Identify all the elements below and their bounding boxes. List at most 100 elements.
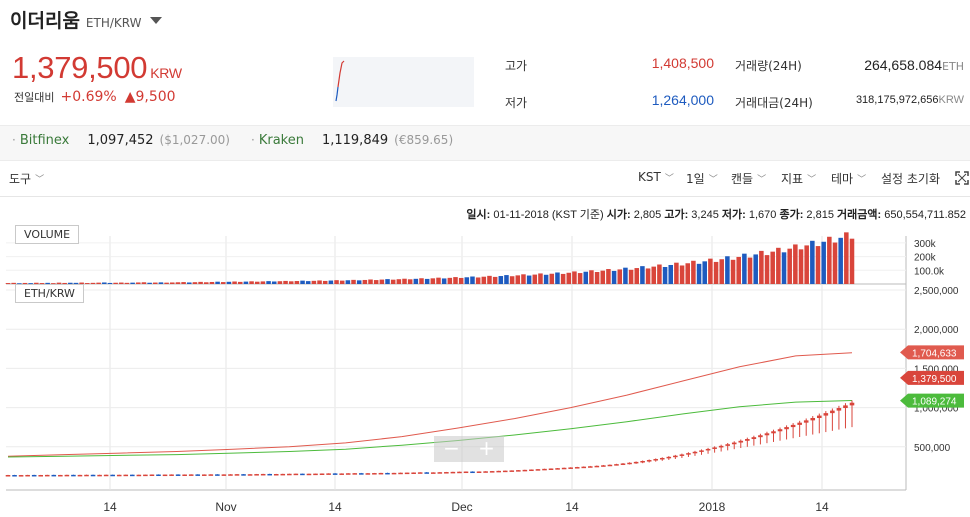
candle-body bbox=[143, 474, 148, 477]
candle-body bbox=[666, 456, 672, 459]
theme-menu[interactable]: 테마 ﹀ bbox=[831, 170, 866, 187]
reset-settings-button[interactable]: 설정 초기화 bbox=[881, 170, 940, 187]
exchange-bitfinex[interactable]: · Bitfinex 1,097,452 ($1,027.00) bbox=[12, 133, 230, 148]
volume-bar bbox=[73, 282, 79, 284]
candle-body bbox=[483, 471, 488, 473]
low-value: 1,264,000 bbox=[651, 92, 714, 108]
candle-body bbox=[398, 472, 403, 475]
volume-bar bbox=[838, 237, 843, 284]
volume-bar bbox=[560, 273, 566, 284]
candle-body bbox=[594, 465, 600, 468]
candle-body bbox=[84, 474, 89, 477]
volume-bar bbox=[481, 276, 487, 284]
candle-body bbox=[215, 474, 220, 476]
candle-body bbox=[731, 442, 737, 445]
page-title[interactable]: 이더리움 ETH/KRW bbox=[10, 6, 162, 32]
ma-short-tag-bg bbox=[900, 345, 964, 360]
candle-body bbox=[417, 472, 423, 474]
exchange-kraken[interactable]: · Kraken 1,119,849 (€859.65) bbox=[251, 133, 453, 148]
price-change: 전일대비 +0.69% ▲9,500 bbox=[14, 89, 176, 105]
candle-body bbox=[188, 474, 194, 476]
fullscreen-icon[interactable] bbox=[955, 170, 969, 185]
timezone-menu[interactable]: KST ﹀ bbox=[638, 170, 674, 184]
zoom-out-button[interactable]: − bbox=[434, 436, 469, 462]
volume-bar bbox=[22, 282, 28, 284]
volume-bar bbox=[566, 272, 572, 284]
volume-bar bbox=[328, 280, 334, 284]
info-open-label: 시가: bbox=[606, 209, 631, 221]
candle-body bbox=[293, 473, 299, 476]
volume-bar bbox=[685, 263, 690, 284]
volume-bar bbox=[34, 282, 39, 284]
chevron-down-icon: ﹀ bbox=[857, 175, 867, 185]
volume-bar bbox=[713, 261, 719, 284]
bullet-icon: · bbox=[251, 133, 255, 147]
volume-bar bbox=[339, 280, 345, 284]
candle-body bbox=[5, 475, 11, 477]
zoom-in-button[interactable]: + bbox=[469, 436, 504, 462]
candle-body bbox=[201, 474, 207, 476]
price-chart[interactable]: 14 Nov 14 Dec 14 2018 14 500,000 1,000,000 1,500,… bbox=[0, 222, 970, 517]
volume-bar bbox=[305, 281, 311, 284]
candle-body bbox=[849, 402, 855, 406]
volume-bar bbox=[617, 269, 623, 284]
candle-body bbox=[51, 474, 57, 477]
axes: 14 Nov 14 Dec 14 2018 14 500,000 1,000,000 1,500,… bbox=[103, 239, 964, 514]
period-menu[interactable]: 1일 ﹀ bbox=[686, 170, 718, 187]
volume-bar bbox=[651, 266, 657, 284]
chevron-down-icon[interactable] bbox=[149, 17, 162, 24]
vol-tick-label: 300k bbox=[914, 239, 937, 250]
chart-type-label: 캔들 bbox=[731, 172, 754, 186]
volume-bar bbox=[164, 282, 169, 284]
candle-body bbox=[522, 469, 528, 472]
sparkline-line-down bbox=[335, 86, 339, 102]
candle-body bbox=[241, 474, 246, 476]
candle-body bbox=[228, 474, 233, 476]
volume-bar bbox=[526, 275, 532, 284]
volume-bar bbox=[419, 278, 424, 284]
candle-body bbox=[790, 424, 796, 428]
volume-bar bbox=[351, 279, 356, 284]
exchange-price-usd: ($1,027.00) bbox=[159, 133, 230, 147]
candle-body bbox=[581, 466, 587, 469]
volume-bar bbox=[719, 259, 724, 284]
volume-bar bbox=[356, 280, 362, 284]
volume-bar bbox=[271, 281, 277, 284]
volume-bar bbox=[509, 276, 515, 284]
chevron-down-icon: ﹀ bbox=[664, 173, 674, 184]
vol-tick-label: 100.0k bbox=[914, 266, 945, 277]
candle-body bbox=[738, 440, 744, 443]
current-price-value: 1,379,500 bbox=[12, 50, 148, 85]
candle-body bbox=[18, 475, 24, 477]
candle-body bbox=[568, 467, 573, 469]
candle-body bbox=[44, 474, 50, 477]
candle-body bbox=[797, 422, 802, 425]
chevron-down-icon: ﹀ bbox=[708, 175, 718, 185]
info-date-value: 01-11-2018 (KST 기준) bbox=[493, 209, 604, 221]
volume-bar bbox=[594, 272, 600, 284]
volume-bar bbox=[430, 278, 436, 284]
indicator-menu[interactable]: 지표 ﹀ bbox=[781, 170, 816, 187]
candle-body bbox=[90, 474, 96, 477]
candle-body bbox=[803, 420, 809, 423]
candle-body bbox=[359, 473, 364, 475]
x-tick-label: 14 bbox=[103, 500, 117, 514]
candle-body bbox=[705, 448, 711, 451]
chevron-down-icon: ﹀ bbox=[35, 175, 45, 185]
volume-bar bbox=[628, 269, 634, 284]
candle-body bbox=[247, 474, 253, 476]
candle-body bbox=[627, 462, 632, 465]
candle-body bbox=[673, 455, 678, 458]
volume-bar bbox=[742, 253, 747, 284]
chart-toolbar bbox=[0, 160, 970, 197]
high-value: 1,408,500 bbox=[651, 55, 714, 71]
volume-bar bbox=[62, 282, 67, 284]
chart-type-menu[interactable]: 캔들 ﹀ bbox=[731, 170, 766, 187]
volume-bar bbox=[11, 282, 16, 284]
candle-body bbox=[365, 473, 371, 475]
candle-body bbox=[267, 473, 272, 476]
x-tick-label: 2018 bbox=[699, 500, 726, 514]
volume-bar bbox=[583, 271, 589, 284]
exchange-price-eur: (€859.65) bbox=[394, 133, 454, 147]
tools-menu[interactable]: 도구 ﹀ bbox=[9, 170, 44, 187]
